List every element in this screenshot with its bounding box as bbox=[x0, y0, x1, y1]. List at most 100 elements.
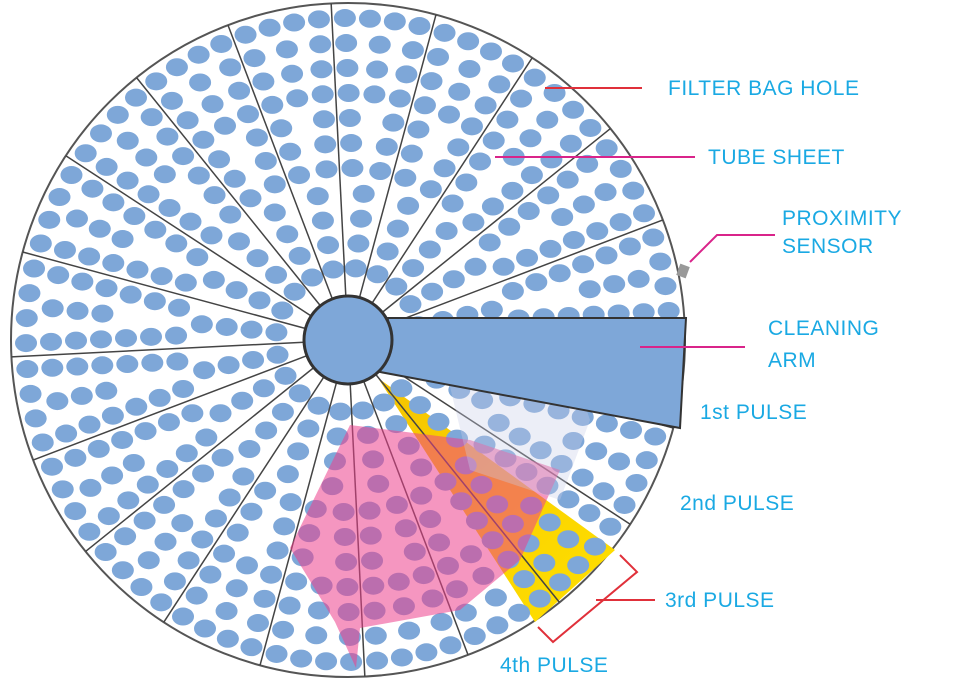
filter-bag-hole bbox=[252, 379, 275, 398]
filter-bag-hole bbox=[341, 159, 364, 178]
filter-bag-hole bbox=[480, 300, 503, 319]
filter-bag-hole bbox=[460, 117, 483, 136]
filter-bag-hole bbox=[272, 620, 295, 639]
filter-bag-hole bbox=[283, 13, 306, 32]
filter-bag-hole bbox=[413, 96, 436, 115]
filter-bag-hole bbox=[551, 208, 574, 227]
filter-bag-hole bbox=[215, 602, 238, 621]
filter-bag-hole bbox=[114, 527, 137, 546]
filter-bag-hole bbox=[579, 118, 602, 137]
filter-bag-hole bbox=[101, 466, 124, 485]
filter-bag-hole bbox=[226, 523, 249, 542]
filter-bag-hole bbox=[124, 88, 147, 107]
filter-bag-hole bbox=[97, 507, 120, 526]
filter-bag-hole bbox=[148, 388, 171, 407]
filter-bag-hole bbox=[240, 638, 263, 657]
filter-bag-hole bbox=[657, 301, 680, 320]
filter-bag-hole bbox=[91, 304, 114, 323]
filter-bag-hole bbox=[201, 95, 224, 114]
filter-bag-hole bbox=[288, 384, 311, 403]
filter-bag-hole bbox=[322, 260, 345, 279]
filter-bag-hole bbox=[562, 100, 585, 119]
filter-bag-hole bbox=[163, 572, 186, 591]
filter-bag-hole bbox=[549, 573, 572, 592]
filter-bag-hole bbox=[427, 412, 450, 431]
filter-bag-hole bbox=[199, 565, 222, 584]
filter-bag-hole bbox=[317, 236, 340, 255]
filter-bag-hole bbox=[508, 427, 531, 446]
filter-bag-hole bbox=[126, 260, 149, 279]
filter-bag-hole bbox=[315, 160, 338, 179]
pulse-bracket bbox=[537, 554, 639, 644]
filter-bag-hole bbox=[273, 517, 296, 536]
filter-bag-hole bbox=[279, 493, 302, 512]
filter-bag-hole bbox=[390, 379, 413, 398]
filter-bag-hole bbox=[442, 270, 465, 289]
filter-bag-hole bbox=[311, 211, 334, 230]
filter-bag-hole bbox=[214, 116, 237, 135]
filter-bag-hole bbox=[594, 183, 617, 202]
filter-bag-hole bbox=[455, 173, 478, 192]
label: PROXIMITY bbox=[782, 207, 902, 230]
filter-bag-hole bbox=[290, 649, 313, 668]
filter-bag-hole bbox=[408, 17, 431, 36]
filter-bag-hole bbox=[309, 35, 332, 54]
filter-bag-hole bbox=[625, 473, 648, 492]
filter-bag-hole bbox=[265, 644, 288, 663]
filter-bag-hole bbox=[179, 212, 202, 231]
hub bbox=[302, 294, 394, 386]
filter-bag-hole bbox=[400, 144, 423, 163]
filter-bag-hole bbox=[572, 195, 595, 214]
filter-bag-hole bbox=[508, 603, 531, 622]
sector-line bbox=[259, 382, 338, 666]
filter-bag-hole bbox=[496, 110, 519, 129]
filter-bag-hole bbox=[388, 89, 411, 108]
filter-bag-hole bbox=[484, 588, 507, 607]
filter-bag-hole bbox=[642, 228, 665, 247]
filter-bag-hole bbox=[91, 356, 114, 375]
filter-bag-hole bbox=[47, 266, 70, 285]
filter-bag-hole bbox=[382, 113, 405, 132]
filter-bag-hole bbox=[390, 648, 413, 667]
filter-bag-hole bbox=[150, 593, 173, 612]
filter-bag-hole bbox=[622, 181, 645, 200]
label: 4th PULSE bbox=[500, 654, 608, 677]
filter-bag-hole bbox=[576, 154, 599, 173]
filter-bag-hole bbox=[231, 391, 254, 410]
filter-bag-hole bbox=[115, 329, 138, 348]
filter-bag-hole bbox=[556, 170, 579, 189]
filter-bag-hole bbox=[64, 502, 87, 521]
filter-bag-hole bbox=[421, 282, 444, 301]
sector-line bbox=[371, 57, 533, 304]
filter-bag-hole bbox=[172, 147, 195, 166]
sector-line bbox=[11, 341, 305, 358]
filter-bag-hole bbox=[271, 301, 294, 320]
filter-bag-hole bbox=[608, 452, 631, 471]
sector-line bbox=[227, 24, 334, 300]
filter-bag-hole bbox=[481, 197, 504, 216]
filter-bag-hole bbox=[193, 361, 216, 380]
filter-bag-hole bbox=[60, 166, 83, 185]
filter-bag-hole bbox=[559, 134, 582, 153]
filter-bag-hole bbox=[89, 124, 112, 143]
filter-bag-hole bbox=[281, 64, 304, 83]
filter-bag-hole bbox=[78, 415, 101, 434]
filter-bag-hole bbox=[172, 480, 195, 499]
filter-bag-hole bbox=[538, 513, 561, 532]
filter-bag-hole bbox=[419, 180, 442, 199]
filter-bag-hole bbox=[137, 551, 160, 570]
filter-bag-hole bbox=[125, 397, 148, 416]
sector-line bbox=[381, 127, 611, 313]
filter-bag-hole bbox=[401, 41, 424, 60]
filter-bag-hole bbox=[140, 108, 163, 127]
filter-bag-hole bbox=[116, 131, 139, 150]
filter-bag-hole bbox=[172, 379, 195, 398]
sector-line bbox=[358, 14, 437, 298]
filter-bag-hole bbox=[194, 619, 217, 638]
filter-bag-hole bbox=[238, 440, 261, 459]
label: TUBE SHEET bbox=[708, 146, 845, 169]
filter-bag-hole bbox=[29, 234, 52, 253]
filter-bag-hole bbox=[41, 358, 64, 377]
filter-bag-hole bbox=[363, 85, 386, 104]
